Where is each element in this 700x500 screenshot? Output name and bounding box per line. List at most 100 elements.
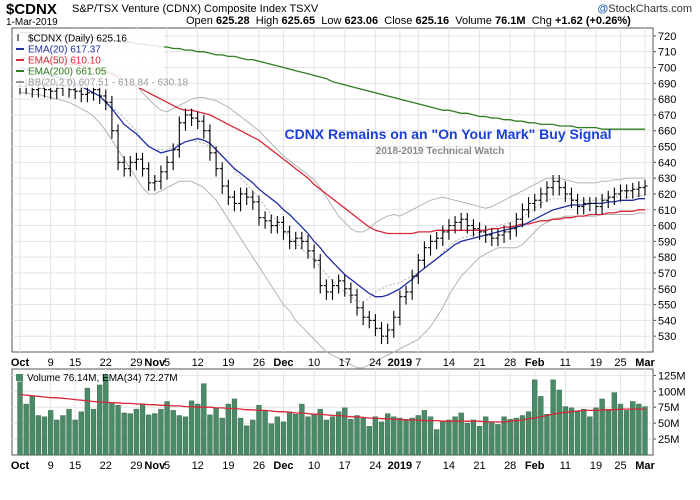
stockcharts-credit[interactable]: @StockCharts.com [598,3,692,15]
volume-bar [581,408,587,456]
ohlc-bar [287,225,293,250]
price-tick-label: 690 [658,78,676,90]
volume-bar [372,416,379,456]
price-tick-label: 530 [658,331,676,343]
date-tick-label: 25 [614,357,626,369]
volume-date-tick-label: 9 [48,460,54,472]
ohlc-bar [140,152,146,177]
ohlc-bar [630,182,636,199]
date-tick-label: 14 [443,357,455,369]
volume-date-tick-label: Nov [144,460,166,472]
ohlc-bar [231,190,237,212]
volume-date-tick-label: 11 [560,460,571,472]
date-tick-label: Mar [635,357,655,369]
volume-bar [611,392,618,456]
volume-bar [556,389,562,456]
price-tick-label: 700 [658,63,676,75]
volume-date-tick-label: 24 [369,460,381,472]
volume-date-tick-label: 22 [100,460,112,472]
volume-bar [421,410,428,456]
volume-axis: 25M 50M 75M 100M 125M [653,370,686,446]
volume-bar [188,400,195,456]
ohlc-bar [581,197,587,215]
chart-symbol: $CDNX [6,1,57,18]
ohlc-bar [305,235,311,259]
chart-company-name: S&P/TSX Venture (CDNX) Composite Index T… [72,3,319,15]
price-tick-label: 600 [658,221,676,233]
ohlc-bar [624,184,630,199]
ohlc-bar [336,274,342,294]
ohlc-bar [158,165,164,190]
volume-bar [84,387,91,456]
volume-bar [305,416,311,456]
volume-bar [464,422,470,456]
ohlc-bar [280,216,286,240]
date-tick-label: Dec [273,357,293,369]
ohlc-bar [532,193,538,212]
ohlc-bar [219,162,225,194]
ohlc-bar [317,254,323,294]
volume-date-tick-label: Oct [11,460,30,472]
price-axis: 530 540 550 560 570 580 590 600 610 620 630 640 650 6… [653,31,676,343]
date-tick-label: 12 [192,357,204,369]
ohlc-bar [164,156,170,180]
price-tick-label: 620 [658,189,676,201]
volume-bar [237,417,244,456]
annotation-title: CDNX Remains on an "On Your Mark" Buy Si… [284,126,611,142]
date-tick-label: 22 [100,357,112,369]
ohlc-bar [342,274,348,297]
ohlc-bar [244,187,250,206]
volume-bar [250,419,256,456]
ohlc-bar [268,214,274,234]
volume-bar [562,406,568,456]
volume-legend-swatch [16,374,23,381]
volume-date-tick-label: 25 [614,460,626,472]
legend-entry: EMA(20) 617.37 [28,45,101,56]
volume-bar [403,419,409,456]
volume-bar [642,406,648,456]
volume-bar [593,407,599,456]
volume-bar [317,408,323,456]
volume-bar [323,419,330,456]
ohlc-bar [526,197,532,218]
volume-bar [519,415,526,456]
date-tick-label: 29 [130,357,142,369]
volume-bar [201,383,207,456]
ohlc-bar [170,143,176,171]
price-tick-label: 610 [658,205,676,217]
volume-bar [17,381,23,456]
ohlc-bar [636,181,642,198]
volume-bar [617,403,624,456]
ohlc-bar [507,222,513,240]
ohlc-bar [464,212,470,234]
price-tick-label: 680 [658,94,676,106]
date-tick-label: Feb [525,357,545,369]
volume-date-tick-label: 10 [308,460,320,472]
ohlc-bar [262,211,268,229]
volume-bar [262,410,268,456]
volume-bar [507,419,513,456]
ohlc-bar [513,212,519,237]
price-tick-label: 640 [658,157,676,169]
date-tick-label: 11 [560,357,571,369]
volume-bar [127,413,133,456]
volume-bar [354,415,360,456]
ohlc-bar [446,219,452,240]
volume-value: 76.1M [495,15,526,27]
volume-bar [587,416,593,456]
ohlc-bar [133,152,139,171]
volume-bar [182,416,189,456]
ohlc-bar [146,162,152,191]
volume-bar [35,415,42,456]
volume-bar [23,403,29,456]
volume-bar [623,410,630,456]
volume-bar [489,421,495,456]
volume-date-tick-label: 14 [443,460,455,472]
volume-bar [513,417,519,456]
volume-date-tick-label: 29 [130,460,142,472]
ohlc-bar [195,111,201,130]
price-tick-label: 570 [658,268,676,280]
